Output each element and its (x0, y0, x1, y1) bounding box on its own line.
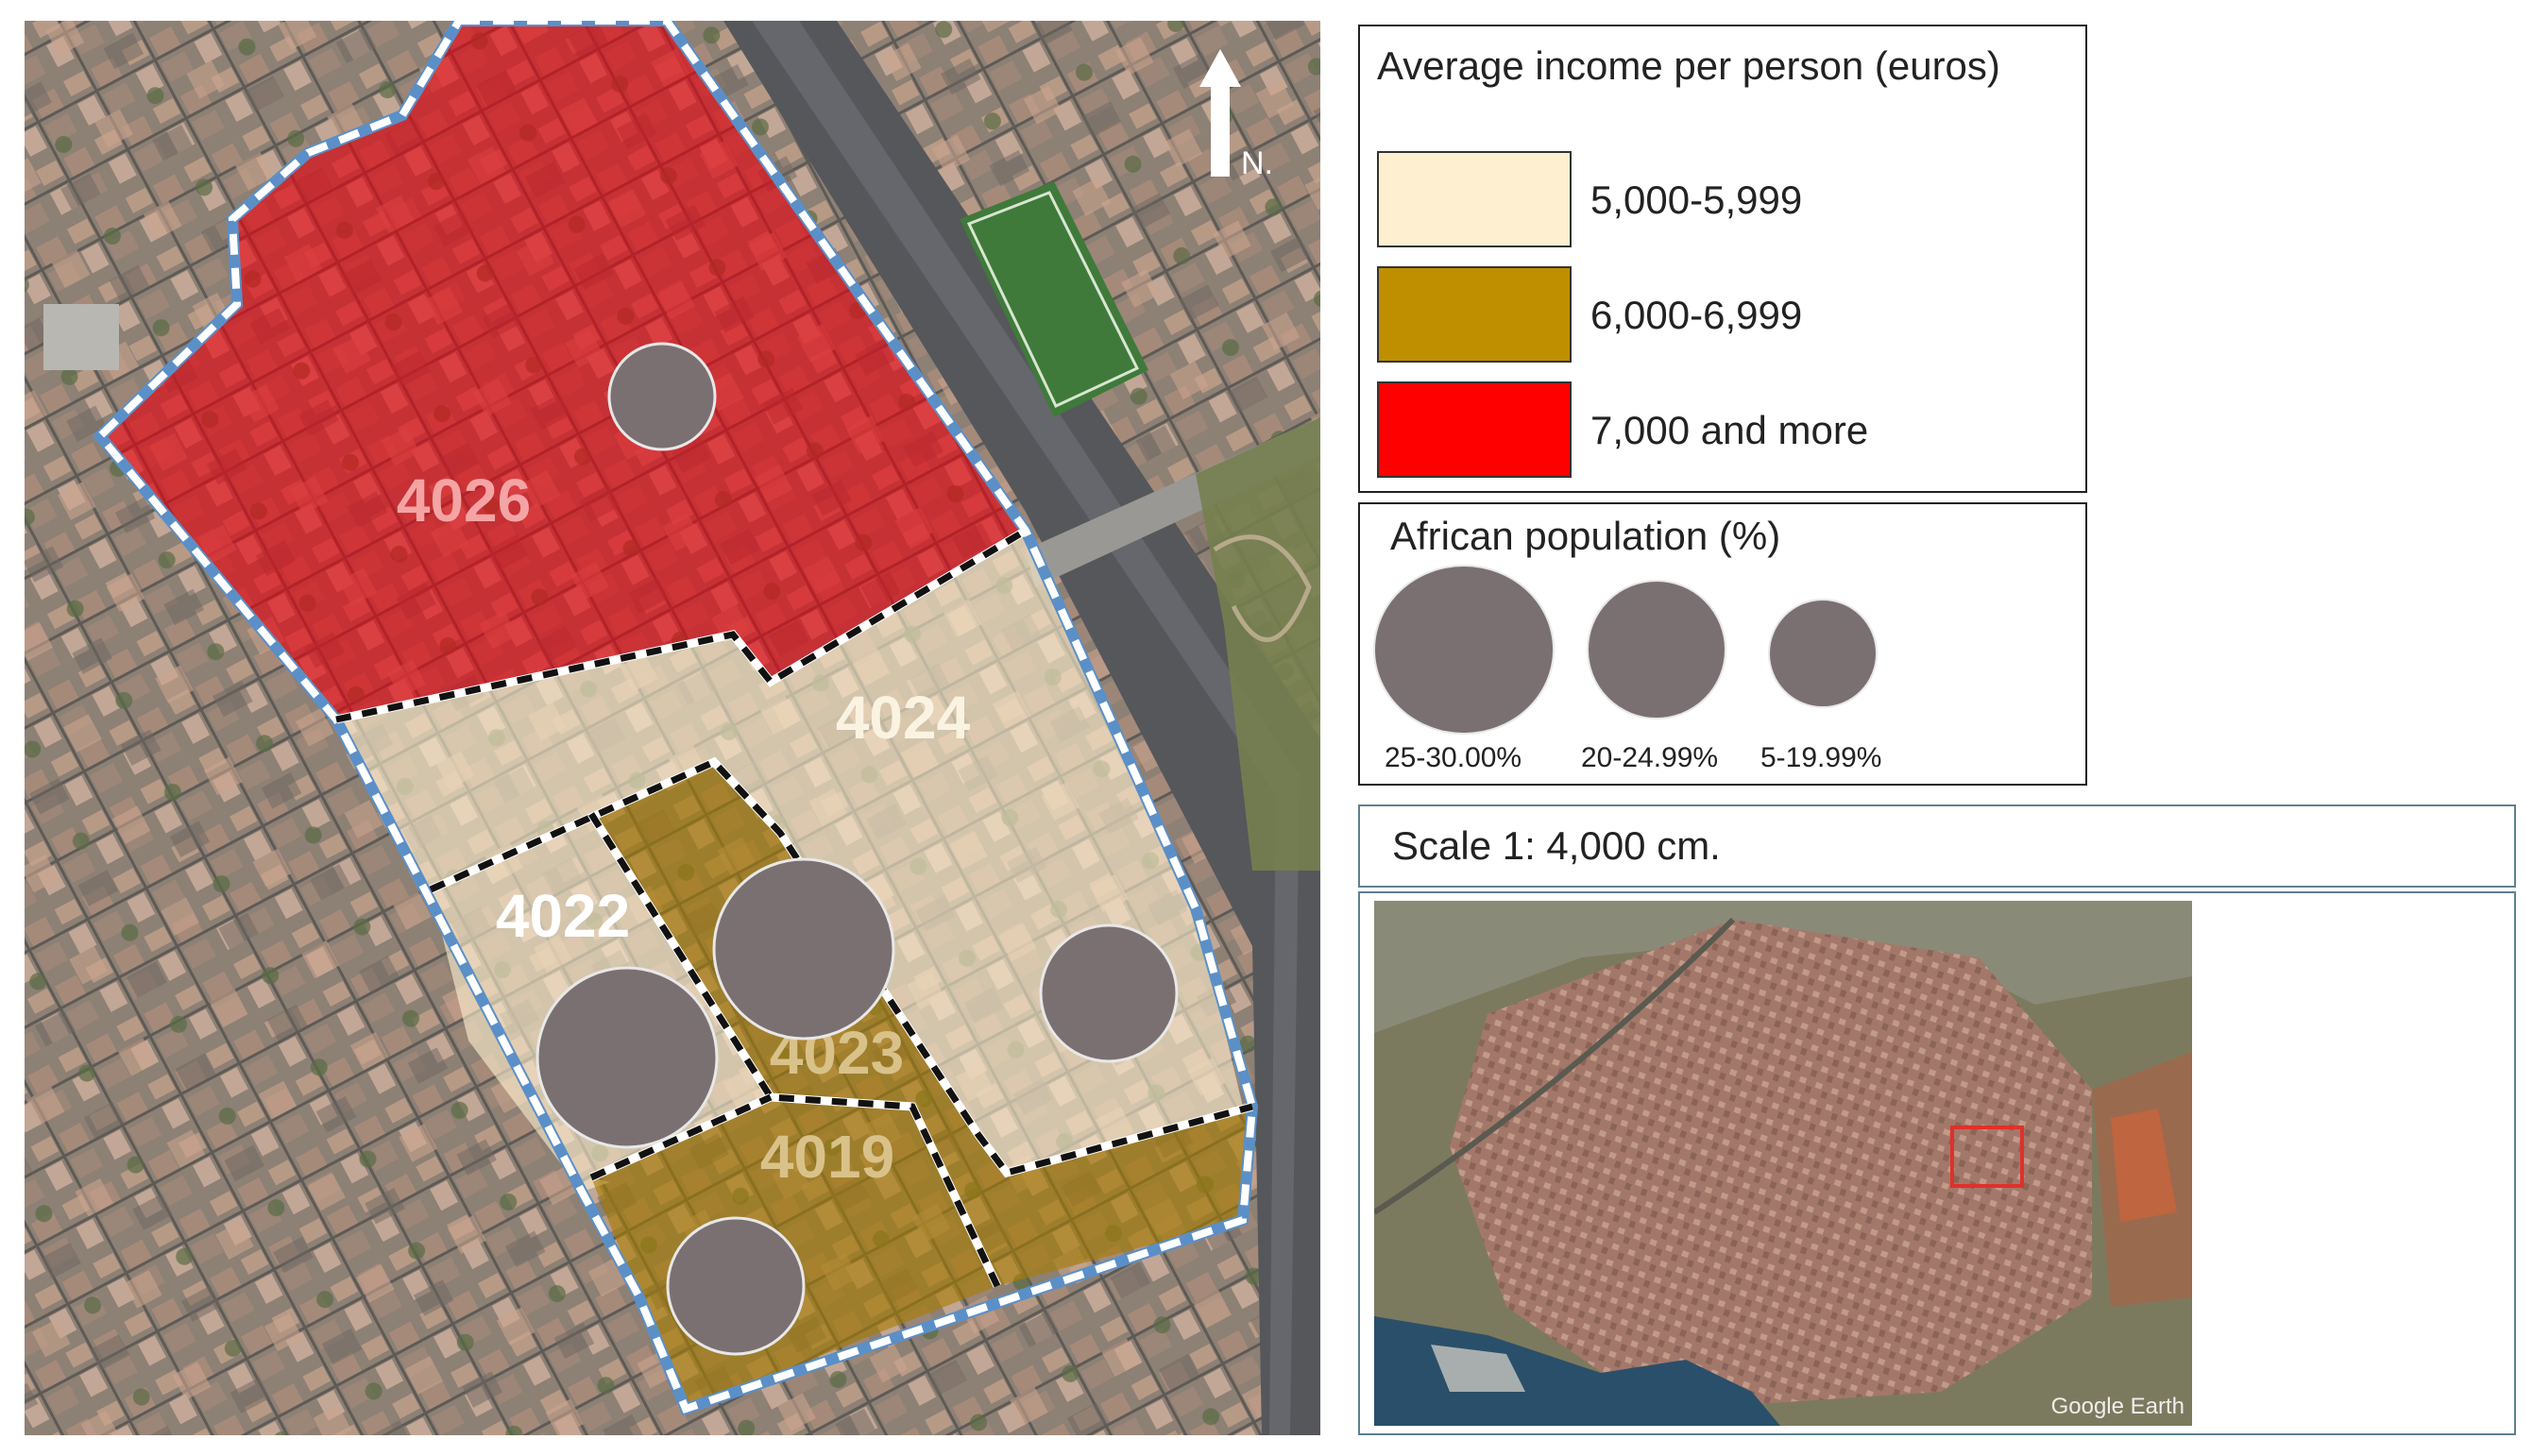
inset-map: Google Earth (1374, 901, 2192, 1426)
income-label-1: 5,000-5,999 (1590, 178, 1803, 222)
income-label-3: 7,000 and more (1590, 408, 1869, 452)
tract-label-4026: 4026 (397, 466, 531, 534)
tract-label-4019: 4019 (760, 1123, 894, 1191)
african-pop-circle-4023 (712, 857, 895, 1041)
income-legend-title: Average income per person (euros) (1377, 43, 2000, 88)
north-label: N. (1241, 145, 1273, 181)
legend-label-large: 25-30.00% (1385, 742, 1522, 773)
plaza (43, 304, 119, 370)
legend-label-small: 5-19.99% (1760, 742, 1882, 773)
african-pop-circle-4026 (607, 342, 717, 451)
scale-box: Scale 1: 4,000 cm. (1358, 804, 2516, 888)
african-pop-circle-4024 (1039, 923, 1179, 1063)
income-label-2: 6,000-6,999 (1590, 293, 1803, 337)
north-arrow: N. (1199, 49, 1273, 181)
google-earth-watermark: Google Earth (2050, 1394, 2184, 1419)
tract-4026-area (100, 21, 1026, 720)
income-swatch-1 (1377, 151, 1572, 247)
inset-city-center (1450, 920, 2092, 1411)
park (1196, 417, 1320, 871)
inset-svg (1374, 901, 2192, 1426)
african-pop-circle-4019 (666, 1216, 806, 1356)
inset-road (1374, 917, 1736, 1215)
tract-4024-area (336, 531, 1243, 1173)
tract-label-4022: 4022 (496, 882, 630, 950)
inset-marina (1431, 1345, 1525, 1392)
income-swatch-2 (1377, 266, 1572, 363)
inset-sea (1374, 1316, 1780, 1426)
inset-north-industrial (1374, 901, 2192, 1033)
scale-text: Scale 1: 4,000 cm. (1392, 823, 1721, 868)
legend-circle-medium (1587, 580, 1726, 720)
income-legend: Average income per person (euros) 5,000-… (1358, 25, 2087, 493)
african-population-legend: African population (%) 25-30.00% 20-24.9… (1358, 502, 2087, 786)
african-legend-title: African population (%) (1390, 514, 1781, 558)
park-path (1213, 534, 1312, 642)
legend-circle-small (1768, 599, 1878, 708)
inset-red-fields (2111, 1109, 2177, 1222)
inset-study-area-marker (1950, 1126, 2024, 1188)
legend-circle-large (1373, 565, 1555, 735)
tract-label-4024: 4024 (836, 684, 971, 752)
football-field (960, 181, 1148, 417)
legend-label-medium: 20-24.99% (1581, 742, 1719, 773)
field-lines (966, 191, 1140, 408)
income-swatch-3 (1377, 381, 1572, 478)
map-svg: 4026 4024 4022 4023 4019 N. (25, 21, 1320, 1435)
study-area-outline-dash (94, 21, 1257, 1414)
main-map: 4026 4024 4022 4023 4019 N. (25, 21, 1320, 1435)
african-pop-circle-4022 (536, 966, 719, 1149)
